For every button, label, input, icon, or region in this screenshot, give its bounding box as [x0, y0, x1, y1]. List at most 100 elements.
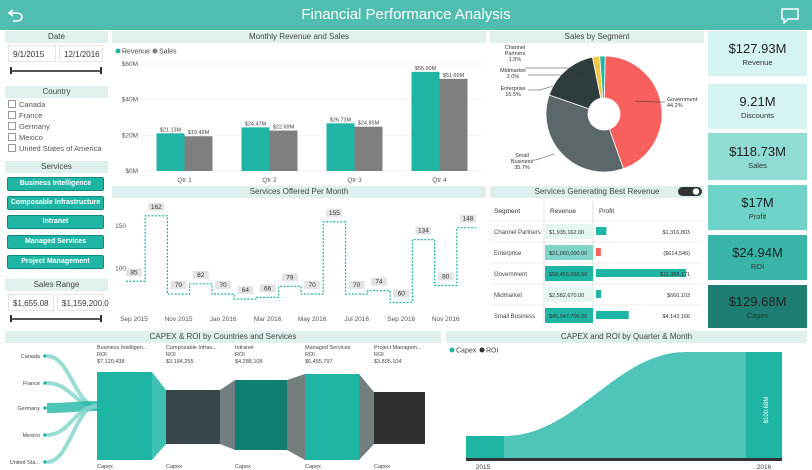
table-cell-revenue: $1,935,162.00: [549, 230, 584, 236]
service-node[interactable]: [166, 390, 220, 444]
kpi-card-revenue: $127.93M Revenue: [708, 31, 807, 76]
date-end-input[interactable]: 12/1/2016: [59, 45, 103, 62]
date-slider-knob-start[interactable]: [10, 67, 12, 74]
table-cell-segment: Government: [494, 272, 527, 278]
sales-slider-knob-start[interactable]: [10, 315, 12, 322]
bar-sales-qtr-4[interactable]: [439, 78, 468, 171]
pie-slice-government[interactable]: [603, 55, 663, 170]
point-label: 155: [329, 210, 340, 217]
pie-slice-enterprise[interactable]: [548, 56, 602, 110]
service-name: Project Managem...: [374, 345, 422, 351]
legend-roi-dot: [479, 347, 485, 353]
x-tick-label: Jan 2016: [210, 316, 237, 323]
bar-sales-qtr-1[interactable]: [184, 136, 213, 171]
point-label: 60: [398, 291, 406, 298]
point-label: 66: [264, 285, 272, 292]
sales-range-max-input[interactable]: $1,159,200.0: [57, 294, 109, 311]
profit-bar: [596, 311, 629, 319]
back-arrow-icon[interactable]: [8, 8, 24, 22]
country-checkbox-mexico[interactable]: Mexico: [8, 133, 43, 142]
country-filter-title: Country: [5, 86, 108, 98]
y-tick-label: 150: [115, 223, 126, 230]
toggle-switch[interactable]: [677, 186, 703, 197]
bar-revenue-qtr-4[interactable]: [411, 71, 440, 171]
point-label-bg: [148, 202, 165, 211]
date-slider-track[interactable]: [10, 70, 102, 72]
table-cell-revenue: $21,060,000.00: [549, 251, 587, 257]
capex-bar-2016: [746, 352, 782, 458]
country-flow: [46, 404, 98, 464]
pie-label-enterprise: Enterprise 16.5%: [500, 86, 525, 98]
service-value: $7,120,438: [97, 359, 125, 365]
sales-range-min-input[interactable]: $1,655.08: [8, 294, 54, 311]
capex-label: Capex: [166, 464, 182, 470]
service-name: Business Intelligen...: [97, 345, 148, 351]
point-label: 70: [175, 282, 183, 289]
bar-data-label: $26.73M: [330, 117, 352, 123]
date-start-input[interactable]: 9/1/2015: [8, 45, 56, 62]
table-cell-profit: $1,316,803: [662, 230, 690, 236]
bar-data-label: $24.85M: [358, 121, 380, 127]
country-node: [43, 433, 47, 437]
point-label-bg: [415, 226, 432, 235]
x-tick-label: May 2016: [298, 316, 327, 323]
service-metric: ROI: [305, 352, 315, 358]
sales-slider-track[interactable]: [10, 318, 102, 320]
revenue-cell-bg: [545, 245, 593, 260]
bar-revenue-qtr-3[interactable]: [326, 123, 355, 171]
pie-label-small-business: Small Business 35.7%: [511, 153, 534, 171]
bar-revenue-qtr-2[interactable]: [241, 127, 270, 171]
sales-slider-knob-end[interactable]: [100, 315, 102, 322]
date-slider-knob-end[interactable]: [100, 67, 102, 74]
service-flow: [152, 372, 166, 460]
bar-data-label: $24.47M: [245, 121, 267, 127]
revenue-cell-bg: [545, 308, 593, 323]
kpi-label: Sales: [748, 160, 767, 170]
country-checkbox-usa[interactable]: United States of America: [8, 144, 102, 153]
date-filter-title: Date: [5, 31, 108, 43]
point-label: 79: [286, 274, 294, 281]
monthly-chart-title: Monthly Revenue and Sales: [112, 31, 486, 43]
monthly-revenue-sales-chart: Revenue Sales $0M $20M $40M $60M $21.13M $19…: [115, 48, 482, 184]
bar-data-label: $51.69M: [443, 73, 465, 79]
bar-revenue-qtr-1[interactable]: [156, 133, 185, 171]
table-cell-segment: Small Business: [494, 314, 535, 320]
kpi-label: Discounts: [741, 110, 774, 120]
service-button-project-management[interactable]: Project Management: [7, 255, 104, 269]
service-button-intranet[interactable]: Intranet: [7, 215, 104, 229]
country-checkbox-canada[interactable]: Canada: [8, 100, 45, 109]
service-node[interactable]: [305, 374, 359, 460]
pie-slice-small-business[interactable]: [545, 94, 624, 173]
point-label-bg: [215, 281, 232, 289]
service-node[interactable]: [235, 380, 287, 450]
kpi-value: $127.93M: [728, 40, 787, 56]
kpi-value: $24.94M: [732, 244, 783, 260]
legend-roi: ROI: [486, 348, 499, 355]
kpi-value: $118.73M: [729, 143, 786, 159]
point-label-bg: [126, 268, 142, 277]
bar-sales-qtr-3[interactable]: [354, 126, 383, 171]
service-node[interactable]: [374, 392, 425, 444]
point-label: 85: [130, 269, 138, 276]
country-checkbox-france[interactable]: France: [8, 111, 42, 120]
bar-data-label: $19.49M: [188, 130, 210, 136]
capex-bar-label: $100.68M: [764, 397, 770, 424]
service-button-composable-infrastructure[interactable]: Composable Infrastructure: [7, 196, 104, 210]
bar-sales-qtr-2[interactable]: [269, 130, 298, 171]
leader-line-midmarket: [528, 73, 586, 76]
service-node[interactable]: [97, 372, 152, 460]
country-checkbox-germany[interactable]: Germany: [8, 122, 50, 131]
service-button-managed-services[interactable]: Managed Services: [7, 235, 104, 249]
country-node: [43, 460, 47, 464]
profit-bar: [596, 290, 602, 298]
leader-line-small-business: [532, 153, 555, 161]
comment-icon[interactable]: [781, 8, 799, 24]
roi-band: [466, 458, 782, 461]
country-node: [43, 381, 47, 385]
x-tick-label: Sep 2015: [120, 316, 148, 323]
pie-slice-channel-partners[interactable]: [599, 55, 606, 99]
x-tick-label: Nov 2016: [432, 316, 460, 323]
table-cell-segment: Channel Partners: [494, 230, 541, 236]
service-button-business-intelligence[interactable]: Business Intelligence: [7, 177, 104, 191]
country-label: Germany: [17, 406, 40, 412]
